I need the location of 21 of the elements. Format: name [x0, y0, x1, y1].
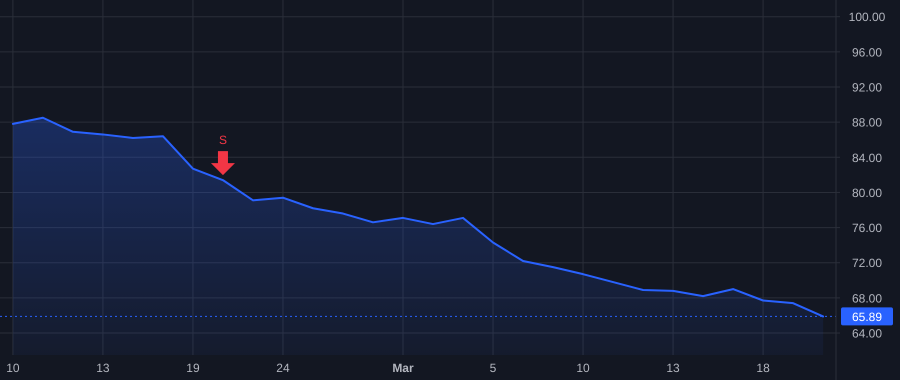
x-tick-label: 13	[96, 361, 110, 375]
x-tick-label: 19	[186, 361, 200, 375]
x-tick-label: 13	[666, 361, 680, 375]
y-tick-label: 100.00	[848, 10, 886, 24]
y-tick-label: 68.00	[852, 291, 882, 306]
x-tick-label: 18	[756, 361, 770, 375]
y-tick-label: 76.00	[852, 221, 882, 236]
y-tick-label: 96.00	[852, 45, 882, 60]
y-tick-label: 92.00	[852, 80, 882, 94]
x-tick-label: 10	[6, 361, 20, 375]
x-tick-label: 10	[576, 361, 590, 375]
annotation: S	[218, 133, 227, 148]
x-tick-label: Mar	[392, 361, 414, 375]
y-tick-label: 88.00	[852, 116, 882, 130]
ref-line-label: 65.89	[852, 310, 882, 324]
y-tick-label: 72.00	[852, 256, 882, 270]
y-tick-label: 80.00	[852, 186, 882, 200]
y-tick-label: 64.00	[852, 326, 882, 341]
x-tick-label: 5	[490, 361, 497, 375]
y-tick-label: 84.00	[852, 150, 882, 165]
x-tick-label: 24	[276, 361, 290, 375]
